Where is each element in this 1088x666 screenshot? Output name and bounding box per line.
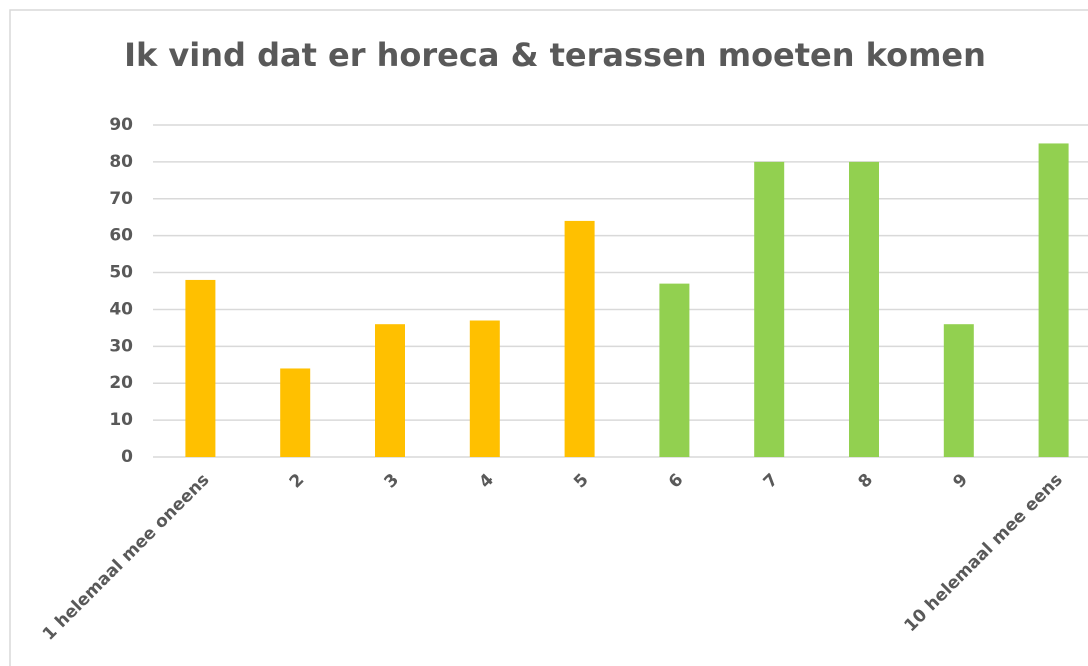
chart-title: Ik vind dat er horeca & terassen moeten …: [124, 36, 986, 74]
y-tick-label: 40: [109, 299, 133, 319]
y-tick-label: 90: [109, 115, 133, 135]
bar: [1038, 143, 1069, 457]
y-tick-label: 70: [109, 189, 133, 209]
bar: [659, 283, 690, 457]
bar: [375, 324, 405, 457]
bar: [280, 368, 311, 457]
y-tick-label: 0: [121, 447, 133, 467]
bar: [754, 161, 785, 457]
y-tick-label: 50: [109, 263, 133, 283]
bar: [185, 279, 216, 457]
y-tick-label: 60: [109, 226, 133, 246]
y-tick-label: 30: [109, 336, 133, 356]
y-tick-label: 20: [109, 373, 133, 393]
y-tick-label: 80: [109, 152, 133, 172]
y-tick-label: 10: [109, 410, 133, 430]
bar: [469, 320, 500, 457]
bar: [564, 220, 595, 457]
bar: [849, 161, 879, 457]
chart-frame: [9, 9, 1088, 666]
bar: [943, 324, 974, 457]
